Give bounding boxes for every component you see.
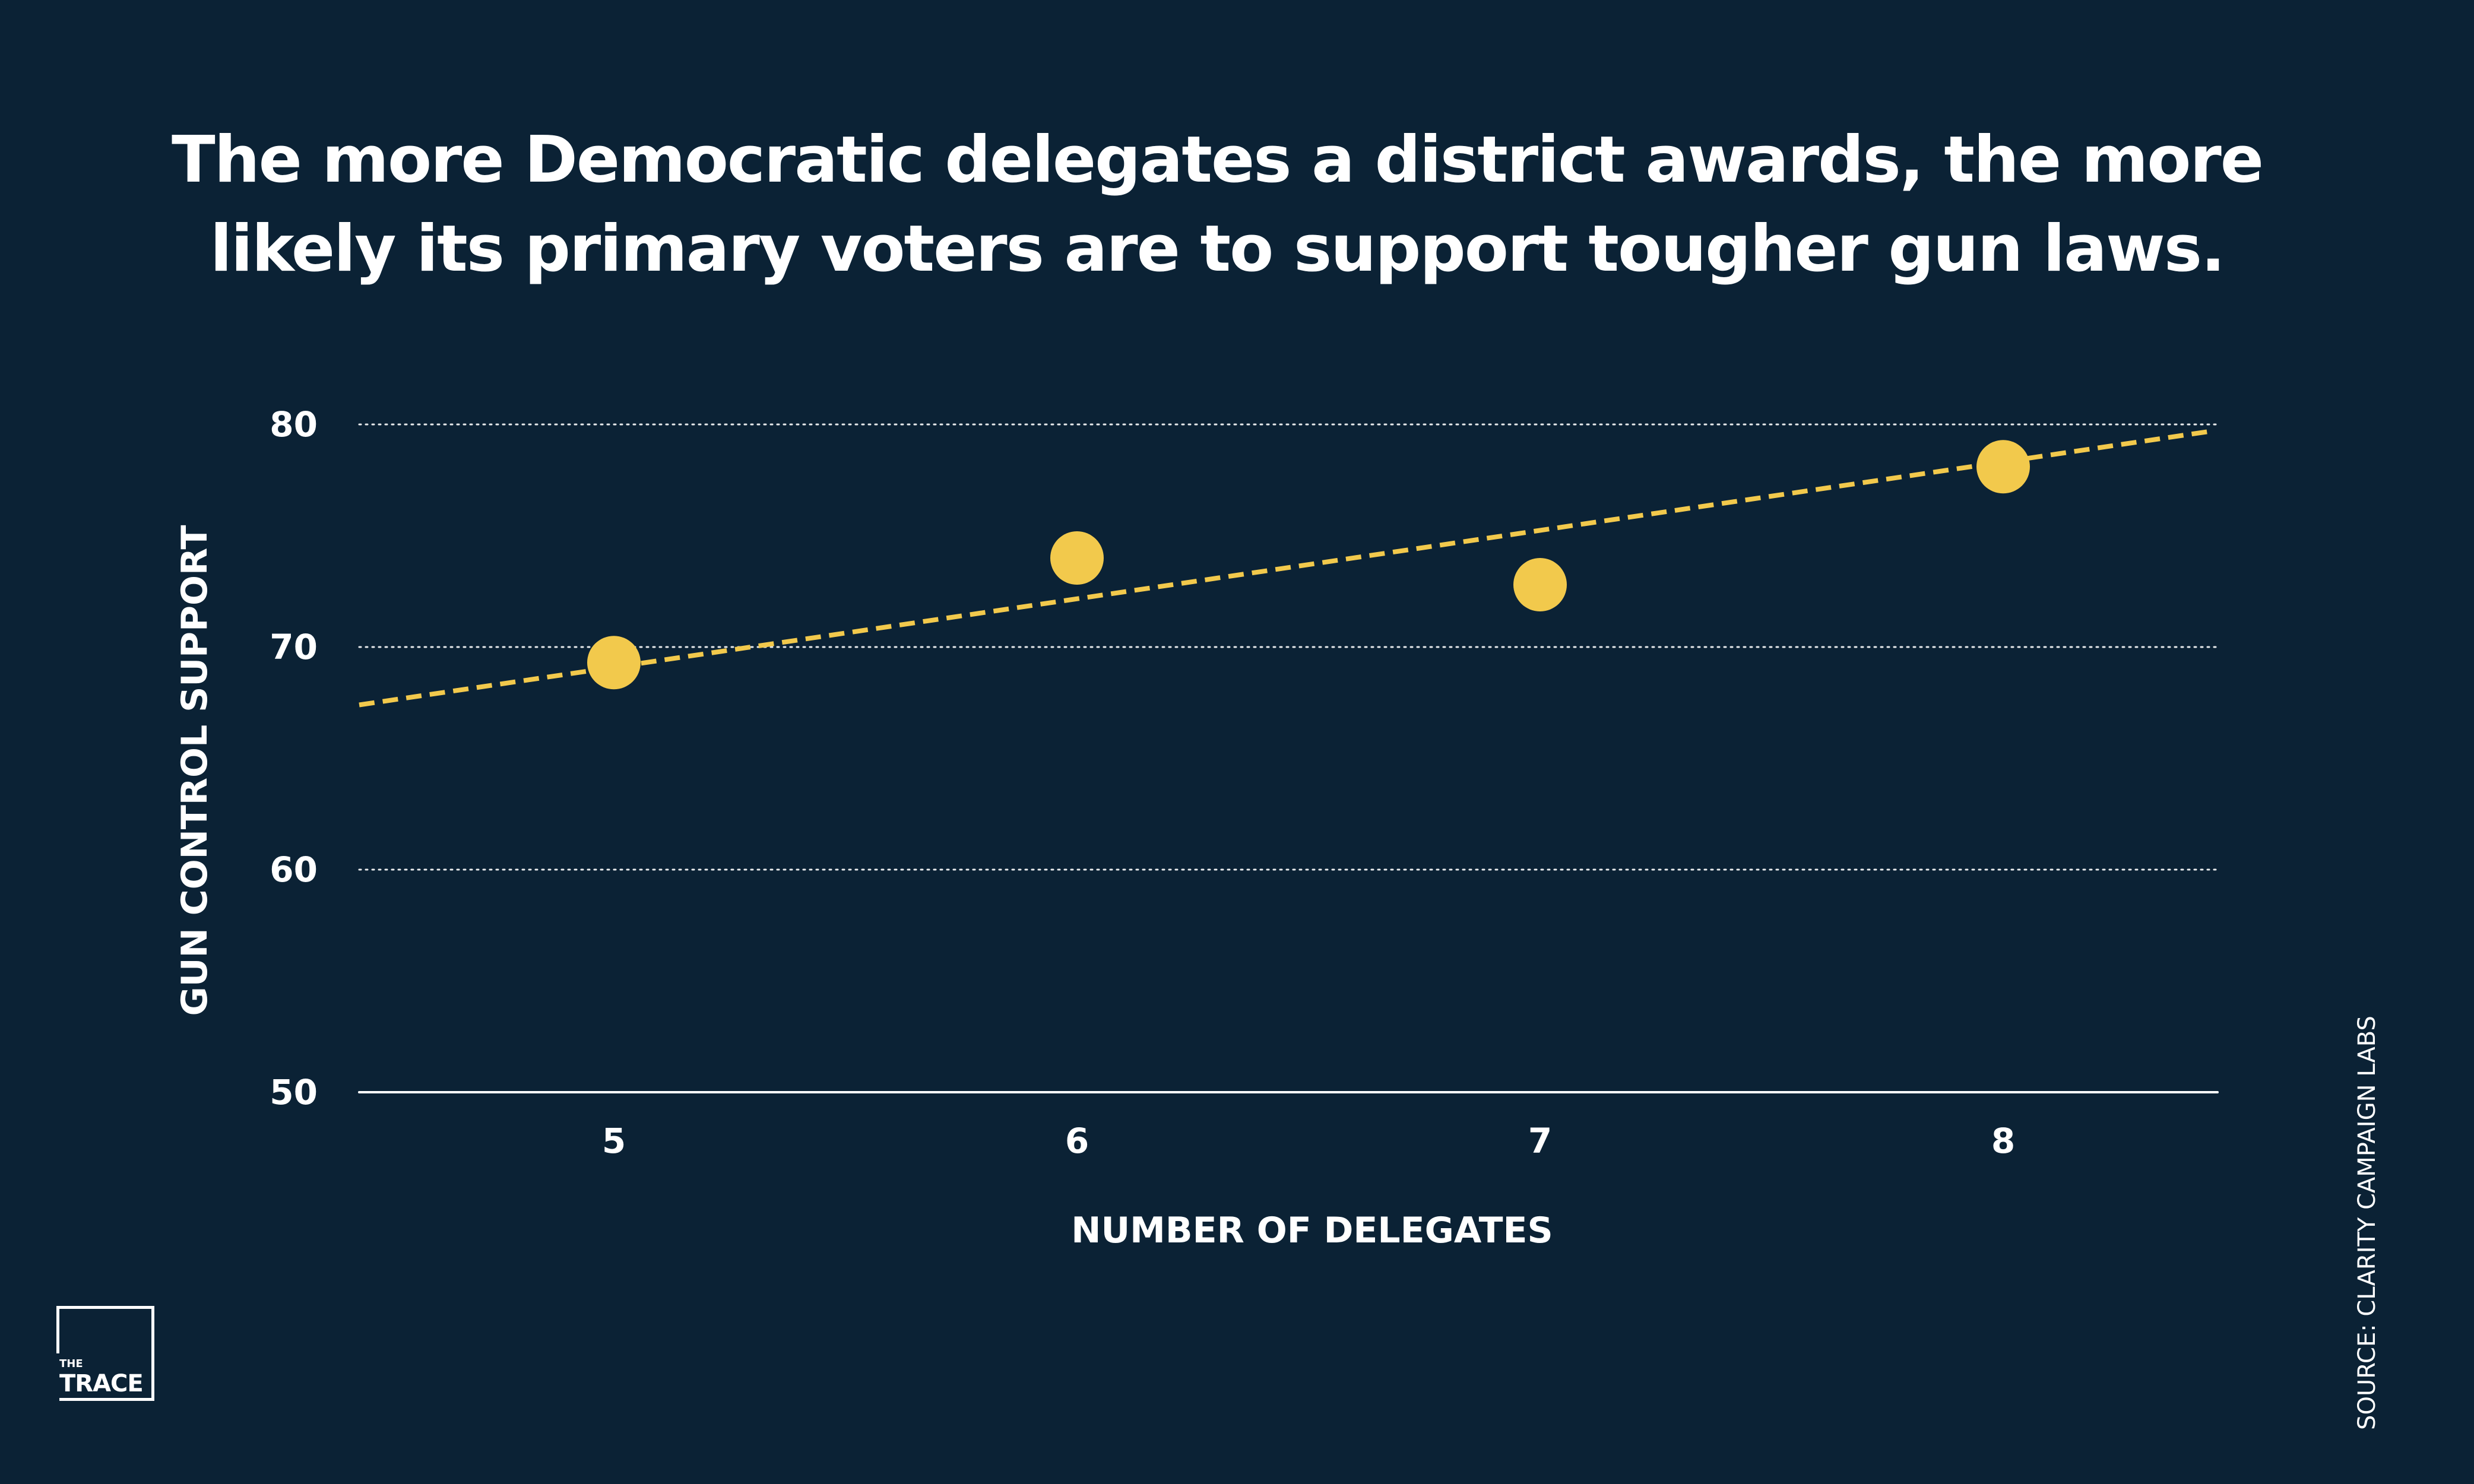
x-axis-title: NUMBER OF DELEGATES <box>1071 1210 1553 1251</box>
source-note: SOURCE: CLARITY CAMPAIGN LABS <box>2353 1016 2381 1430</box>
y-tick-label-50: 50 <box>270 1072 318 1112</box>
x-axis-tick-labels: 5 6 7 8 <box>602 1121 2015 1161</box>
x-tick-label-5: 5 <box>602 1121 626 1161</box>
logo-text-big: TRACE <box>59 1370 144 1397</box>
y-tick-label-70: 70 <box>270 627 318 667</box>
data-point-3 <box>1513 558 1567 611</box>
x-tick-label-8: 8 <box>1991 1121 2015 1161</box>
data-point-1 <box>587 636 641 690</box>
y-tick-label-80: 80 <box>270 404 318 445</box>
x-tick-label-7: 7 <box>1528 1121 1552 1161</box>
chart-title-line-2: likely its primary voters are to support… <box>210 212 2225 286</box>
y-tick-label-60: 60 <box>270 849 318 890</box>
logo-text-small: THE <box>59 1358 83 1370</box>
trendline <box>359 429 2212 708</box>
the-trace-logo: THE TRACE <box>56 1306 157 1403</box>
data-point-2 <box>1050 531 1104 585</box>
y-axis-title: GUN CONTROL SUPPORT <box>174 525 216 1016</box>
data-points <box>587 440 2030 690</box>
x-tick-label-6: 6 <box>1065 1121 1089 1161</box>
data-point-4 <box>1976 440 2030 494</box>
trendline-layer <box>359 429 2212 708</box>
chart-title-line-1: The more Democratic delegates a district… <box>172 123 2264 197</box>
chart-title: The more Democratic delegates a district… <box>89 116 2345 294</box>
gridlines <box>358 423 2219 1093</box>
logo-frame <box>56 1306 154 1401</box>
y-axis-tick-labels: 80 70 60 50 <box>270 404 318 1112</box>
